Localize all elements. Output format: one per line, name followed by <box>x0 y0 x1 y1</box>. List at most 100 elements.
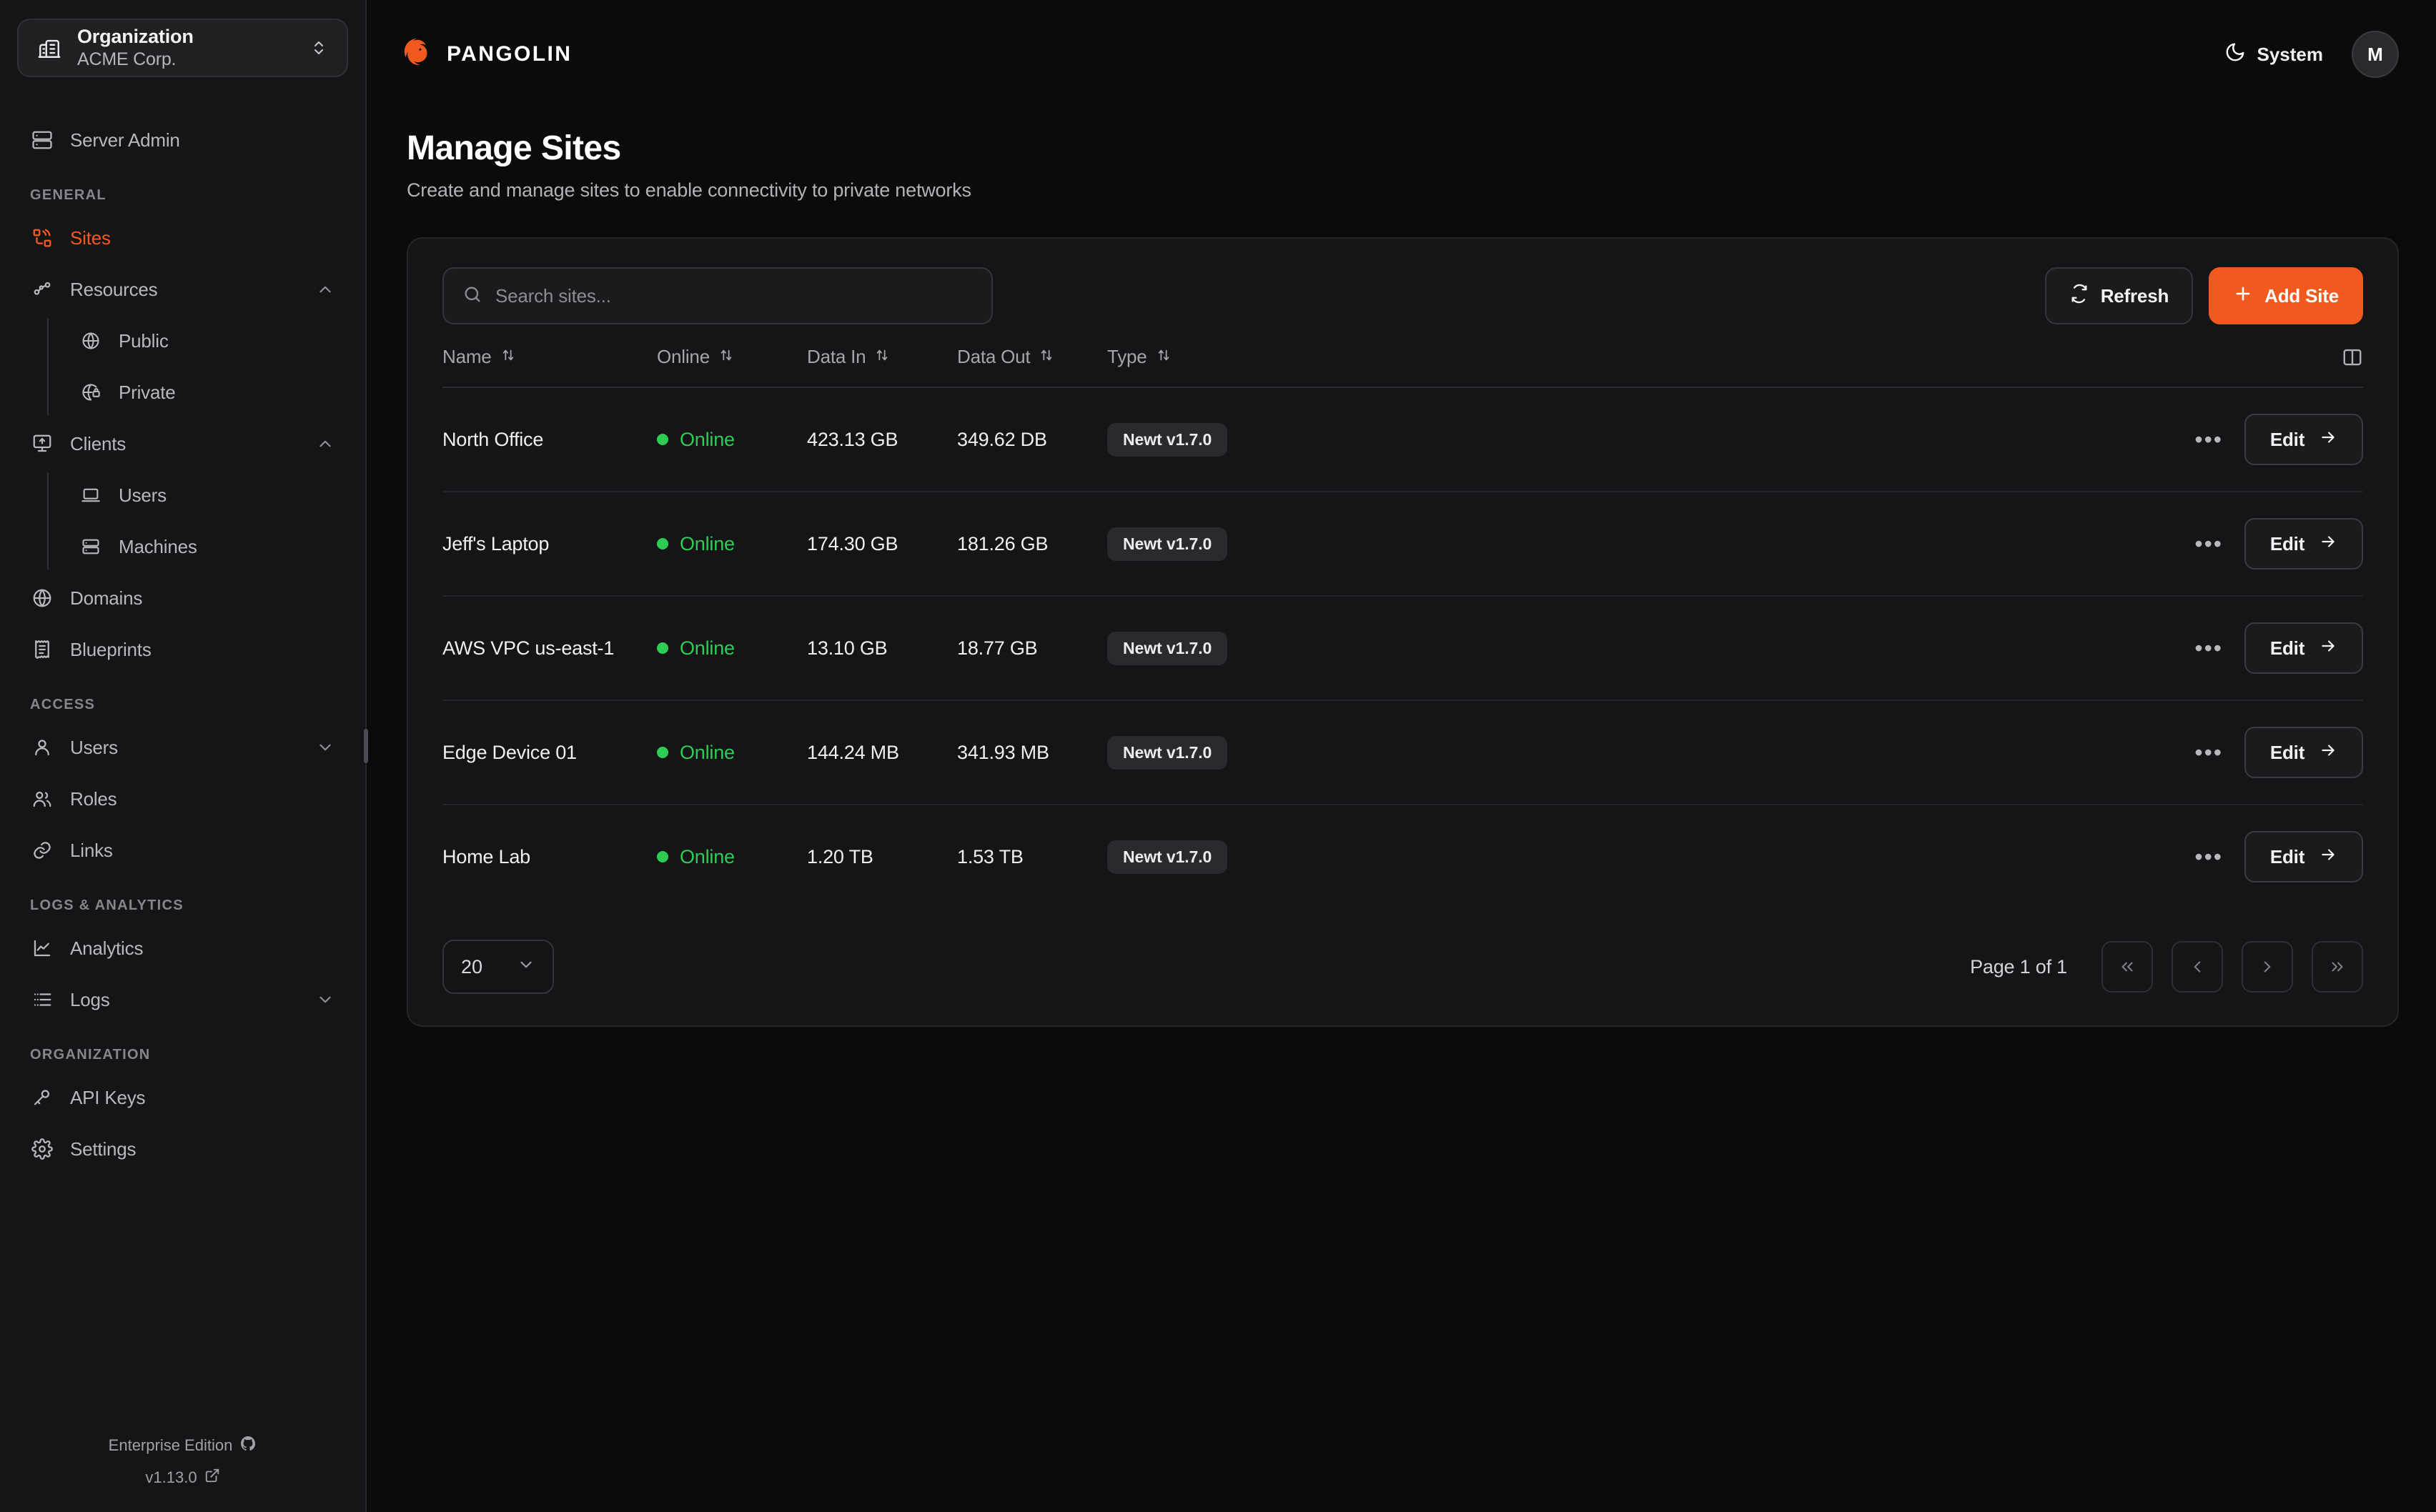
sidebar-subgroup-resources: Public Private <box>47 315 365 418</box>
sort-icon <box>1156 346 1172 368</box>
brand[interactable]: PANGOLIN <box>401 36 572 73</box>
edition-row[interactable]: Enterprise Edition <box>0 1435 365 1456</box>
sidebar-item-resources[interactable]: Resources <box>17 264 348 315</box>
sidebar-item-machines[interactable]: Machines <box>66 521 348 572</box>
chevron-down-icon <box>517 955 535 979</box>
column-header-type[interactable]: Type <box>1107 346 1236 388</box>
sort-icon <box>874 346 890 368</box>
sidebar-item-analytics[interactable]: Analytics <box>17 922 348 974</box>
globe-lock-icon <box>79 380 103 404</box>
add-site-label: Add Site <box>2264 284 2339 307</box>
edit-button[interactable]: Edit <box>2244 831 2363 882</box>
refresh-button[interactable]: Refresh <box>2044 267 2194 324</box>
ellipsis-icon[interactable]: ••• <box>2194 531 2223 557</box>
gear-icon <box>30 1137 54 1161</box>
sidebar-subgroup-clients: Users Machines <box>47 469 365 572</box>
sort-icon <box>500 346 516 368</box>
pagination: 20 Page 1 of 1 <box>442 940 2363 994</box>
table-row[interactable]: AWS VPC us-east-1 Online 13.10 GB 18.77 … <box>442 596 2363 701</box>
organization-switcher[interactable]: Organization ACME Corp. <box>17 19 348 77</box>
column-header-data-out[interactable]: Data Out <box>957 346 1107 388</box>
column-header-name[interactable]: Name <box>442 346 657 388</box>
chart-line-icon <box>30 936 54 960</box>
theme-toggle[interactable]: System <box>2224 41 2323 68</box>
cell-data-in: 423.13 GB <box>807 387 957 492</box>
version-row[interactable]: v1.13.0 <box>0 1468 365 1488</box>
sites-icon <box>30 226 54 250</box>
sidebar-item-sites[interactable]: Sites <box>17 212 348 264</box>
sidebar-item-label: Machines <box>119 535 197 557</box>
table-row[interactable]: Edge Device 01 Online 144.24 MB 341.93 M… <box>442 700 2363 805</box>
sidebar-item-server-admin[interactable]: Server Admin <box>17 114 348 166</box>
cell-data-out: 349.62 DB <box>957 387 1107 492</box>
sidebar-item-clients-users[interactable]: Users <box>66 469 348 521</box>
cell-actions: ••• Edit <box>1236 492 2363 597</box>
column-header-data-in[interactable]: Data In <box>807 346 957 388</box>
sidebar-item-logs[interactable]: Logs <box>17 974 348 1025</box>
sidebar-resize-handle[interactable] <box>364 729 368 763</box>
table-row[interactable]: Home Lab Online 1.20 TB 1.53 TB Newt v1.… <box>442 805 2363 908</box>
sidebar-item-label: Analytics <box>70 937 144 959</box>
last-page-button[interactable] <box>2312 941 2363 993</box>
table-header: Name Online Data In Data Out Type <box>442 346 2363 388</box>
search-input[interactable]: Search sites... <box>442 267 993 324</box>
chevron-down-icon <box>315 737 335 757</box>
table-row[interactable]: Jeff's Laptop Online 174.30 GB 181.26 GB… <box>442 492 2363 597</box>
prev-page-button[interactable] <box>2172 941 2223 993</box>
sidebar-section-general: GENERAL <box>30 187 107 203</box>
edit-button[interactable]: Edit <box>2244 727 2363 778</box>
page-size-select[interactable]: 20 <box>442 940 554 994</box>
next-page-button[interactable] <box>2242 941 2293 993</box>
edit-label: Edit <box>2269 845 2305 867</box>
laptop-icon <box>79 483 103 507</box>
version-label: v1.13.0 <box>145 1468 197 1486</box>
sidebar-item-clients[interactable]: Clients <box>17 418 348 469</box>
sidebar-item-label: Settings <box>70 1138 137 1160</box>
avatar[interactable]: M <box>2352 31 2399 78</box>
edit-button[interactable]: Edit <box>2244 622 2363 674</box>
sidebar-item-label: API Keys <box>70 1086 146 1108</box>
table-row[interactable]: North Office Online 423.13 GB 349.62 DB … <box>442 387 2363 492</box>
edit-button[interactable]: Edit <box>2244 518 2363 570</box>
ellipsis-icon[interactable]: ••• <box>2194 427 2223 452</box>
table-body: North Office Online 423.13 GB 349.62 DB … <box>442 387 2363 908</box>
cell-type: Newt v1.7.0 <box>1107 596 1236 701</box>
top-bar: PANGOLIN System M <box>367 0 2436 109</box>
github-icon <box>239 1435 257 1456</box>
sidebar-section-access: ACCESS <box>30 697 96 712</box>
add-site-button[interactable]: Add Site <box>2209 267 2363 324</box>
cell-data-in: 1.20 TB <box>807 845 873 867</box>
columns-icon[interactable] <box>1236 347 2363 368</box>
sidebar-item-roles[interactable]: Roles <box>17 773 348 825</box>
sidebar-item-public[interactable]: Public <box>66 315 348 367</box>
edit-label: Edit <box>2269 532 2305 554</box>
sidebar-item-label: Private <box>119 381 176 403</box>
sidebar-item-blueprints[interactable]: Blueprints <box>17 624 348 675</box>
sidebar-item-private[interactable]: Private <box>66 367 348 418</box>
sidebar-item-api-keys[interactable]: API Keys <box>17 1072 348 1123</box>
sidebar-item-label: Clients <box>70 432 127 454</box>
sidebar-item-settings[interactable]: Settings <box>17 1123 348 1175</box>
chevron-up-icon <box>315 434 335 454</box>
sidebar-item-label: Users <box>70 736 118 758</box>
sidebar-item-users[interactable]: Users <box>17 722 348 773</box>
edit-button[interactable]: Edit <box>2244 414 2363 465</box>
top-bar-actions: System M <box>2224 31 2399 78</box>
edit-label: Edit <box>2269 637 2305 659</box>
user-icon <box>30 735 54 760</box>
ellipsis-icon[interactable]: ••• <box>2194 635 2223 661</box>
ellipsis-icon[interactable]: ••• <box>2194 844 2223 870</box>
refresh-label: Refresh <box>2100 284 2169 307</box>
first-page-button[interactable] <box>2101 941 2153 993</box>
cell-actions: ••• Edit <box>1236 596 2363 701</box>
sidebar-item-domains[interactable]: Domains <box>17 572 348 624</box>
ellipsis-icon[interactable]: ••• <box>2194 740 2223 765</box>
column-label: Data Out <box>957 346 1031 367</box>
column-label: Data In <box>807 346 866 367</box>
type-badge: Newt v1.7.0 <box>1107 840 1228 874</box>
brand-name: PANGOLIN <box>447 42 573 66</box>
sidebar-item-links[interactable]: Links <box>17 825 348 876</box>
chevron-down-icon <box>315 990 335 1010</box>
column-header-online[interactable]: Online <box>657 346 807 388</box>
organization-label: Organization <box>77 26 194 47</box>
